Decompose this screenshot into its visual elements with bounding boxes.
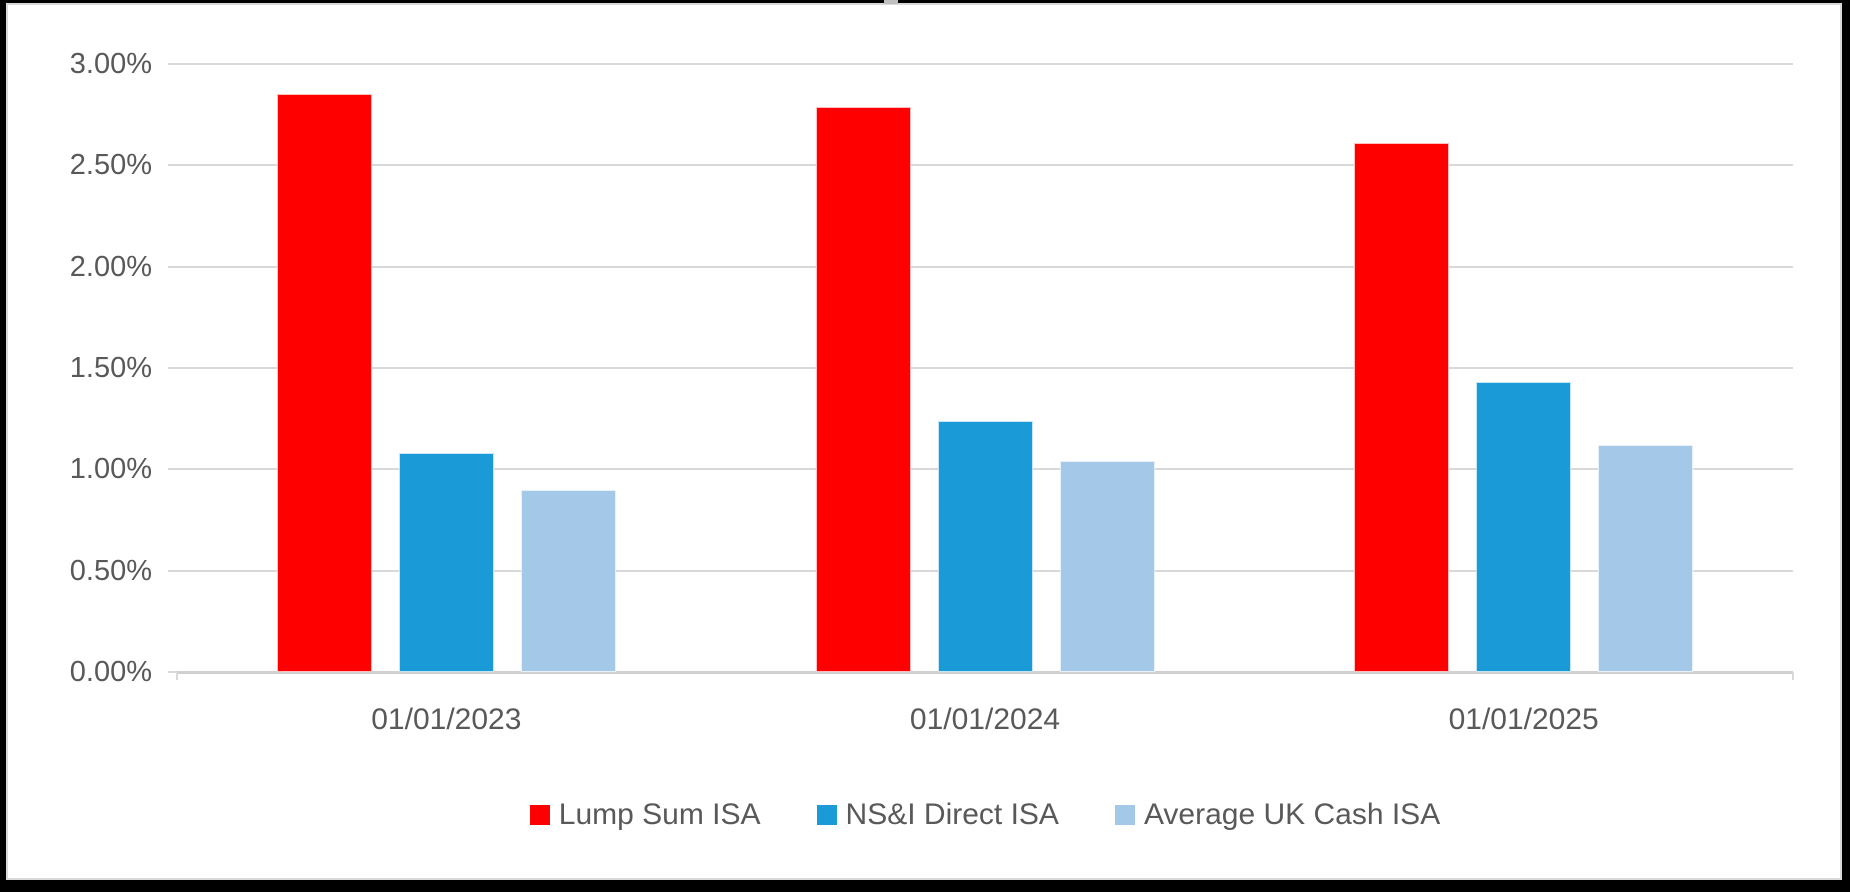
legend: Lump Sum ISA NS&I Direct ISA Average UK Ca… xyxy=(177,798,1793,832)
legend-marker-icon xyxy=(816,805,837,825)
y-axis-tick xyxy=(168,367,177,369)
legend-item-lump-sum-isa[interactable]: Lump Sum ISA xyxy=(529,798,761,832)
bar-lump-sum-isa-2024[interactable] xyxy=(815,106,911,672)
gridline xyxy=(177,63,1793,65)
legend-label: Average UK Cash ISA xyxy=(1143,798,1441,831)
bar-ns-i-direct-isa-2024[interactable] xyxy=(937,420,1033,672)
bar-ns-i-direct-isa-2023[interactable] xyxy=(398,453,494,672)
gridline xyxy=(177,164,1793,167)
y-axis-tick-label: 1.50% xyxy=(69,352,152,384)
y-axis-tick xyxy=(168,468,177,471)
gridline xyxy=(177,265,1793,268)
x-axis-category-label: 01/01/2025 xyxy=(1448,703,1599,736)
legend-marker-icon xyxy=(529,805,550,825)
bar-lump-sum-isa-2023[interactable] xyxy=(276,94,372,672)
y-axis-tick xyxy=(168,63,177,65)
y-axis-tick-label: 3.00% xyxy=(69,48,152,80)
gridline xyxy=(177,367,1793,369)
bar-average-uk-cash-isa-2024[interactable] xyxy=(1059,461,1155,672)
x-axis-category-label: 01/01/2024 xyxy=(909,703,1061,736)
y-axis-tick xyxy=(168,569,177,572)
cropped-title-remnant xyxy=(884,0,898,4)
bar-average-uk-cash-isa-2025[interactable] xyxy=(1598,445,1694,672)
y-axis-tick xyxy=(168,671,177,673)
x-axis-line xyxy=(177,671,1793,674)
x-axis-end-tick xyxy=(176,672,178,680)
legend-item-average-uk-cash-isa[interactable]: Average UK Cash ISA xyxy=(1114,798,1441,832)
y-axis-tick-label: 2.50% xyxy=(69,149,152,182)
bar-lump-sum-isa-2025[interactable] xyxy=(1354,143,1450,672)
legend-label: Lump Sum ISA xyxy=(558,798,761,831)
y-axis-tick-label: 0.00% xyxy=(69,656,152,688)
y-axis-tick xyxy=(168,265,177,268)
legend-label: NS&I Direct ISA xyxy=(845,798,1059,831)
y-axis-tick-label: 2.00% xyxy=(69,250,152,283)
y-axis-tick-label: 1.00% xyxy=(69,453,152,486)
y-axis-tick xyxy=(168,164,177,167)
legend-item-ns-i-direct-isa[interactable]: NS&I Direct ISA xyxy=(816,798,1059,832)
y-axis-tick-label: 0.50% xyxy=(69,554,152,587)
x-axis-end-tick xyxy=(1792,672,1794,680)
x-axis-category-label: 01/01/2023 xyxy=(371,703,522,736)
bar-ns-i-direct-isa-2025[interactable] xyxy=(1476,382,1572,672)
bar-average-uk-cash-isa-2023[interactable] xyxy=(520,489,616,672)
legend-marker-icon xyxy=(1114,805,1135,825)
